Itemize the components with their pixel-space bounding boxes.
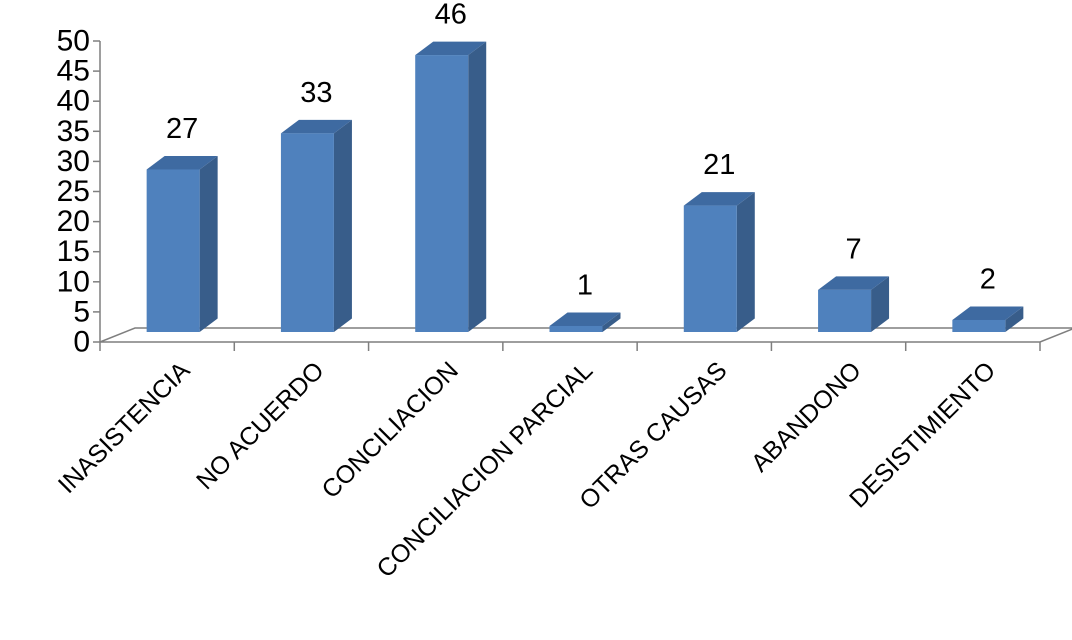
category-label: CONCILIACION xyxy=(316,356,463,503)
category-label: INASISTENCIA xyxy=(53,356,196,499)
bar-front xyxy=(280,133,334,332)
data-label: 46 xyxy=(435,0,467,31)
bar-front xyxy=(818,289,872,332)
bar xyxy=(683,192,755,332)
bar-front xyxy=(415,55,469,333)
bar-top xyxy=(683,192,755,206)
data-label: 21 xyxy=(703,149,735,181)
y-tick-label: 45 xyxy=(57,55,90,88)
data-label: 33 xyxy=(300,77,332,109)
bar-side xyxy=(871,276,890,332)
category-label: DESISTIMIENTO xyxy=(844,356,1001,513)
bar-side xyxy=(468,41,487,332)
category-label: CONCILIACION PARCIAL xyxy=(372,356,599,583)
y-tick-label: 35 xyxy=(57,115,90,148)
bar-side xyxy=(199,155,218,332)
y-tick-label: 0 xyxy=(73,326,90,359)
bar-side xyxy=(736,192,755,332)
data-label: 1 xyxy=(577,269,593,301)
bar-top xyxy=(280,119,352,134)
bars xyxy=(146,41,1024,333)
bar-front xyxy=(683,205,737,332)
y-tick-label: 50 xyxy=(57,25,90,58)
data-labels: 27 33 46 1 21 7 2 xyxy=(166,0,996,301)
bar-top xyxy=(818,276,890,290)
bar-side xyxy=(1005,306,1024,332)
data-label: 7 xyxy=(846,233,862,265)
bar xyxy=(415,41,487,333)
y-tick-label: 15 xyxy=(57,235,90,268)
bar xyxy=(952,306,1024,332)
bar xyxy=(549,312,621,332)
y-tick-label: 25 xyxy=(57,175,90,208)
category-label: OTRAS CAUSAS xyxy=(574,356,732,514)
y-tick-label: 20 xyxy=(57,205,90,238)
chart-floor xyxy=(99,327,1072,343)
bar-side xyxy=(602,312,621,332)
bar-front xyxy=(146,169,200,332)
bar-top xyxy=(952,306,1024,320)
bar-front xyxy=(549,325,603,332)
floor-outline xyxy=(99,327,1072,343)
data-label: 2 xyxy=(980,263,996,295)
bar xyxy=(280,119,352,332)
bar-front xyxy=(952,319,1006,332)
bar-top xyxy=(146,155,218,170)
bar-top xyxy=(549,312,621,326)
bar xyxy=(146,155,218,332)
y-tick-label: 40 xyxy=(57,85,90,118)
bar-top xyxy=(415,41,487,56)
category-label: ABANDONO xyxy=(746,356,867,477)
y-tick-label: 30 xyxy=(57,145,90,178)
bar xyxy=(818,276,890,332)
y-tick-label: 10 xyxy=(57,265,90,298)
data-label: 27 xyxy=(166,113,198,145)
category-label: NO ACUERDO xyxy=(191,356,330,495)
bar-side xyxy=(333,119,352,332)
y-tick-label: 5 xyxy=(73,295,90,328)
x-axis xyxy=(99,342,1041,351)
